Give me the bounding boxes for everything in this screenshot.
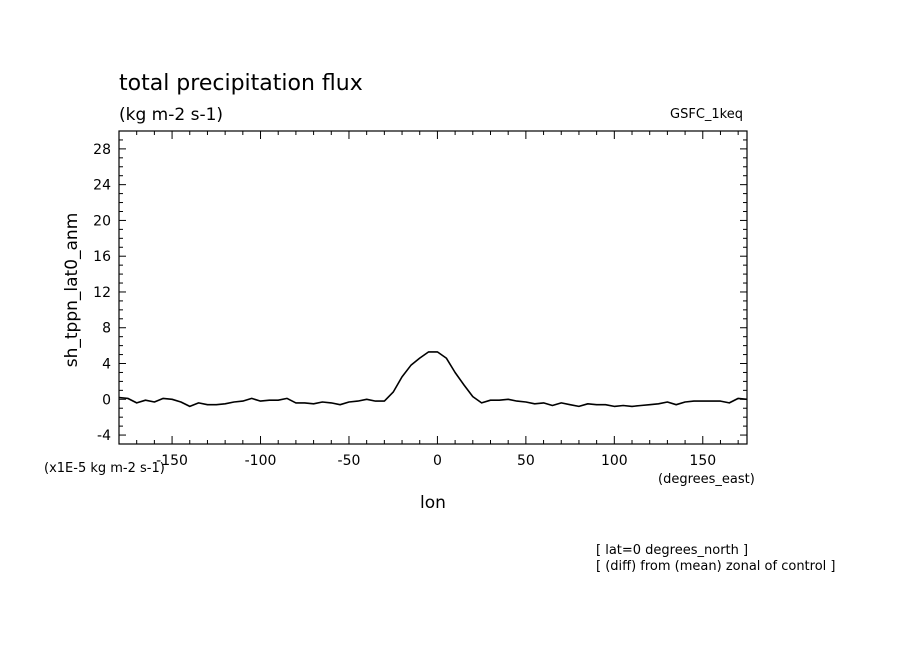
y-tick-label: 12: [93, 285, 111, 301]
model-label: GSFC_1keq: [670, 107, 743, 122]
x-tick-label: 150: [689, 453, 716, 469]
footnote-diff: [ (diff) from (mean) zonal of control ]: [596, 559, 835, 574]
y-tick-label: 24: [93, 178, 111, 194]
chart-title: total precipitation flux: [119, 71, 363, 96]
x-tick-label: -50: [338, 453, 361, 469]
y-tick-label: 8: [102, 321, 111, 337]
y-axis-label: sh_tppn_lat0_anm: [62, 213, 82, 368]
y-tick-label: 28: [93, 142, 111, 158]
y-tick-label: 0: [102, 392, 111, 408]
x-tick-label: 0: [433, 453, 442, 469]
x-unit-note: (degrees_east): [658, 472, 755, 487]
y-tick-label: 20: [93, 213, 111, 229]
y-tick-label: 16: [93, 249, 111, 265]
x-tick-label: -100: [245, 453, 277, 469]
series-layer: [118, 351, 748, 408]
chart-subtitle: (kg m-2 s-1): [119, 105, 223, 125]
x-tick-label: -150: [156, 453, 188, 469]
y-tick-label: -4: [97, 428, 111, 444]
x-tick-label: 100: [601, 453, 628, 469]
x-axis-label: lon: [420, 493, 446, 513]
series-line: [118, 351, 748, 408]
y-tick-label: 4: [102, 357, 111, 373]
footnote-lat: [ lat=0 degrees_north ]: [596, 543, 748, 558]
x-tick-label: 50: [517, 453, 535, 469]
y-scale-note: (x1E-5 kg m-2 s-1): [44, 461, 165, 476]
x-axis: -150 -100 -50 0 50 100 150: [136, 131, 739, 469]
plot-frame: [118, 130, 748, 445]
y-axis: -4 0 4 8 12 16 20 24 28: [93, 139, 747, 444]
